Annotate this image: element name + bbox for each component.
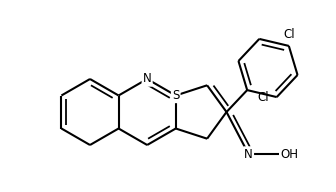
Text: OH: OH — [281, 147, 298, 161]
Text: Cl: Cl — [283, 28, 295, 41]
Text: N: N — [143, 73, 152, 85]
Text: S: S — [172, 89, 179, 102]
Text: Cl: Cl — [257, 91, 269, 103]
Text: N: N — [244, 147, 253, 161]
